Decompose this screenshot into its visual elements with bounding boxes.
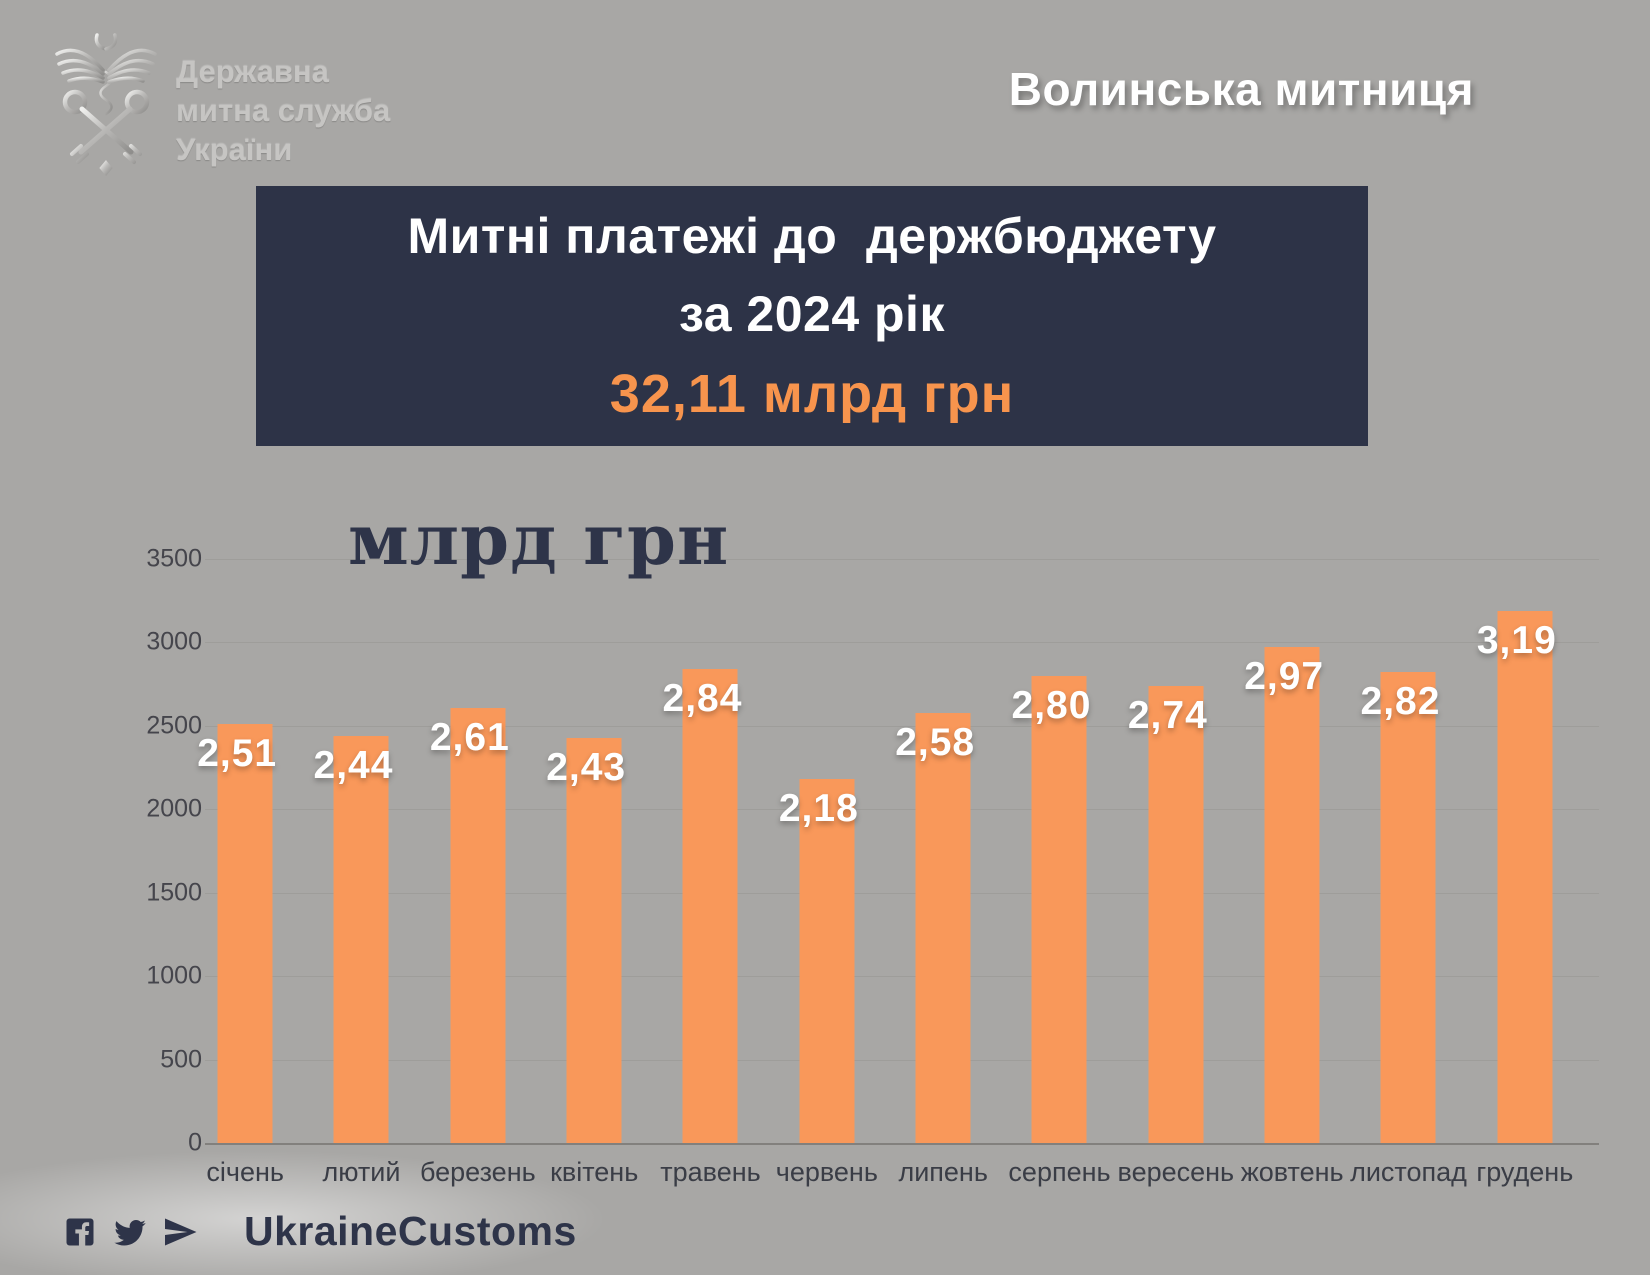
bar-value-label: 2,51 bbox=[197, 732, 278, 776]
bar bbox=[566, 737, 622, 1143]
bar bbox=[1148, 685, 1204, 1143]
bar-value-label: 2,74 bbox=[1127, 693, 1208, 737]
bar-value-label: 3,19 bbox=[1476, 618, 1557, 662]
bar bbox=[1497, 610, 1553, 1143]
customs-emblem-icon bbox=[55, 30, 157, 176]
bar-column-6: 2,18 червень bbox=[769, 559, 885, 1187]
bar-value-label: 2,58 bbox=[895, 720, 976, 764]
bar-column-12: 3,19 грудень bbox=[1467, 559, 1583, 1187]
gridline-2000 bbox=[205, 809, 1599, 811]
gridline-3500 bbox=[205, 559, 1599, 560]
title-line-1: Митні платежі до держбюджету bbox=[407, 208, 1217, 264]
bar-value-label: 2,43 bbox=[546, 745, 627, 789]
gridline-0 bbox=[205, 1143, 1599, 1145]
bar bbox=[217, 724, 273, 1143]
bar-value-label: 2,18 bbox=[778, 787, 859, 831]
customs-service-logo: Державна митна служба України bbox=[50, 26, 390, 176]
bar-value-label: 2,84 bbox=[662, 677, 743, 721]
x-axis-label: липень bbox=[898, 1157, 988, 1187]
facebook-icon bbox=[66, 1218, 94, 1245]
twitter-icon bbox=[114, 1219, 146, 1245]
bar-value-label: 2,61 bbox=[429, 715, 510, 759]
title-card: Митні платежі до держбюджету за 2024 рік… bbox=[256, 186, 1368, 446]
customs-service-name: Державна митна служба України bbox=[176, 52, 390, 169]
region-title: Волинська митниця bbox=[1008, 63, 1474, 115]
bar bbox=[915, 712, 971, 1143]
y-axis-tick-3000: 3000 bbox=[146, 627, 202, 656]
logo-line-3: України bbox=[176, 132, 293, 167]
bar bbox=[682, 669, 738, 1143]
chart-unit-title: млрд грн bbox=[348, 498, 730, 581]
title-line-2: за 2024 рік bbox=[679, 286, 945, 342]
y-axis-tick-1000: 1000 bbox=[146, 961, 202, 990]
social-handle: UkraineCustoms bbox=[244, 1208, 577, 1254]
y-axis-tick-1500: 1500 bbox=[146, 878, 202, 907]
bar bbox=[333, 735, 389, 1143]
bar-column-10: 2,97 жовтень bbox=[1234, 559, 1350, 1187]
bar bbox=[799, 779, 855, 1143]
bar-value-label: 2,80 bbox=[1011, 683, 1092, 727]
y-axis-tick-2000: 2000 bbox=[146, 794, 202, 823]
x-axis-label: березень bbox=[419, 1157, 536, 1187]
bar bbox=[1031, 675, 1087, 1143]
x-axis-label: січень bbox=[206, 1157, 284, 1187]
total-amount: 32,11 млрд грн bbox=[609, 364, 1015, 424]
bar-column-4: 2,43 квітень bbox=[536, 559, 652, 1187]
footer-glow bbox=[0, 1150, 610, 1275]
x-axis-label: квітень bbox=[550, 1157, 639, 1187]
bar-value-label: 2,82 bbox=[1360, 680, 1441, 724]
y-axis-tick-0: 0 bbox=[188, 1128, 202, 1157]
bar-chart-plot: 0 500 1000 1500 2000 2500 3000 3500 2,51 січень 2,… bbox=[146, 545, 1599, 1187]
gridline-2500 bbox=[205, 725, 1599, 727]
bar-column-2: 2,44 лютий bbox=[303, 559, 419, 1187]
x-axis-label: травень bbox=[660, 1157, 761, 1187]
telegram-icon bbox=[165, 1218, 197, 1245]
y-axis-tick-500: 500 bbox=[160, 1045, 202, 1074]
y-axis-tick-3500: 3500 bbox=[146, 544, 202, 573]
x-axis-label: лютий bbox=[322, 1157, 401, 1187]
bar-value-label: 2,97 bbox=[1244, 655, 1325, 699]
bar-column-1: 2,51 січень bbox=[187, 559, 303, 1187]
x-axis-label: вересень bbox=[1117, 1157, 1235, 1187]
footer: UkraineCustoms bbox=[62, 1208, 577, 1255]
bar-column-8: 2,80 серпень bbox=[1001, 559, 1117, 1187]
bar-column-11: 2,82 листопад bbox=[1350, 559, 1467, 1187]
bar-column-9: 2,74 вересень bbox=[1118, 559, 1234, 1187]
gridline-500 bbox=[205, 1059, 1599, 1061]
logo-line-1: Державна bbox=[176, 54, 329, 89]
bar bbox=[1380, 672, 1436, 1143]
bar bbox=[1264, 647, 1320, 1143]
x-axis-label: червень bbox=[775, 1157, 878, 1187]
logo-line-2: митна служба bbox=[176, 93, 391, 128]
x-axis-label: листопад bbox=[1350, 1157, 1467, 1187]
bar-column-7: 2,58 липень bbox=[885, 559, 1001, 1187]
gridline-3000 bbox=[205, 642, 1599, 644]
bar bbox=[450, 707, 506, 1143]
gridline-1500 bbox=[205, 892, 1599, 894]
x-axis-label: серпень bbox=[1008, 1157, 1111, 1187]
bar-value-label: 2,44 bbox=[313, 743, 394, 787]
x-axis-label: грудень bbox=[1476, 1157, 1574, 1187]
gridline-1000 bbox=[205, 976, 1599, 978]
y-axis-tick-2500: 2500 bbox=[146, 711, 202, 740]
x-axis-label: жовтень bbox=[1240, 1157, 1344, 1187]
bar-column-3: 2,61 березень bbox=[420, 559, 536, 1187]
bar-column-5: 2,84 травень bbox=[652, 559, 768, 1187]
